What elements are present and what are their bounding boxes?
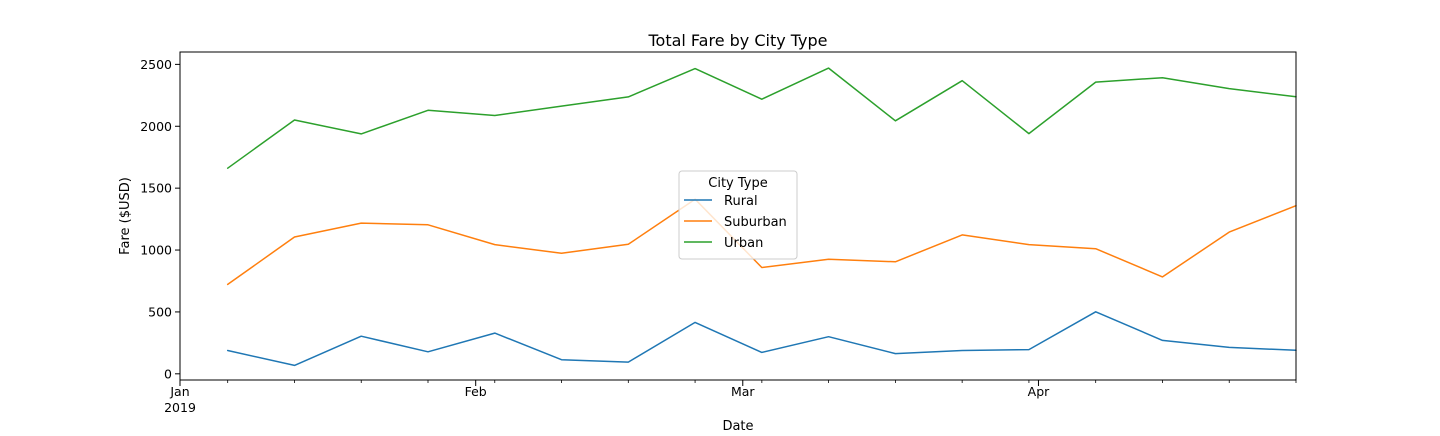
series-line-rural	[226, 311, 1297, 367]
y-tick-label: 0	[164, 366, 172, 381]
x-axis-label: Date	[722, 419, 753, 432]
y-tick-label: 2500	[140, 57, 172, 72]
series-line-urban	[226, 67, 1297, 169]
y-tick-label: 2000	[140, 119, 172, 134]
y-tick-label: 500	[148, 304, 172, 319]
x-tick-label: Apr	[1028, 384, 1050, 399]
plot-frame	[179, 51, 1297, 381]
x-tick-sublabel: 2019	[164, 400, 196, 415]
x-tick-label: Feb	[465, 384, 487, 399]
legend-box	[678, 170, 798, 260]
x-tick-label: Mar	[731, 384, 755, 399]
chart-title: Total Fare by City Type	[647, 31, 827, 50]
series-line-suburban	[226, 198, 1297, 286]
legend-label-rural: Rural	[724, 194, 758, 209]
y-tick-label: 1500	[140, 181, 172, 196]
legend-label-urban: Urban	[724, 236, 763, 251]
legend: City Type Rural Suburban Urban	[678, 170, 798, 260]
x-tick-label: Jan	[169, 384, 189, 399]
y-tick-label: 1000	[140, 243, 172, 258]
legend-title: City Type	[708, 176, 767, 191]
y-axis-label: Fare ($USD)	[118, 177, 133, 255]
legend-label-suburban: Suburban	[724, 215, 787, 230]
